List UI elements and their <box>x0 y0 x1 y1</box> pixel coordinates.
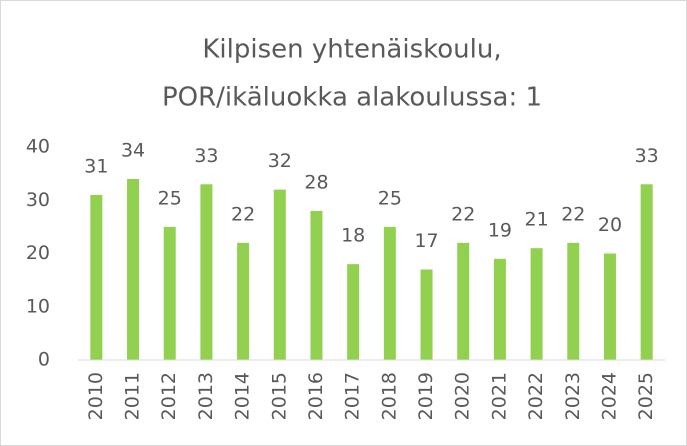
data-label: 22 <box>451 203 475 225</box>
bar <box>310 210 323 360</box>
y-tick-label: 30 <box>26 189 50 211</box>
data-label: 28 <box>304 171 328 193</box>
bar <box>383 226 396 360</box>
data-label: 20 <box>598 214 622 236</box>
x-tick-label: 2021 <box>488 372 510 420</box>
bar <box>567 242 580 360</box>
data-label: 31 <box>84 155 108 177</box>
bar <box>90 194 103 360</box>
bar <box>273 189 286 360</box>
data-label: 21 <box>525 209 549 231</box>
x-tick-label: 2010 <box>85 372 107 420</box>
data-label: 17 <box>414 230 438 252</box>
x-tick-label: 2013 <box>195 372 217 420</box>
data-label: 34 <box>121 139 145 161</box>
data-label: 25 <box>378 187 402 209</box>
y-tick-label: 40 <box>26 136 50 158</box>
chart-title: POR/ikäluokka alakoulussa: 1 <box>162 83 542 113</box>
bar <box>127 178 140 360</box>
x-tick-label: 2022 <box>525 372 547 420</box>
x-tick-label: 2020 <box>452 372 474 420</box>
y-tick-label: 0 <box>38 349 50 371</box>
data-label: 33 <box>194 145 218 167</box>
chart-title: Kilpisen yhtenäiskoulu, <box>202 35 501 65</box>
bar <box>493 258 506 360</box>
data-label: 33 <box>635 145 659 167</box>
bar <box>420 269 433 360</box>
data-label: 19 <box>488 219 512 241</box>
bar <box>457 242 470 360</box>
x-tick-label: 2014 <box>232 372 254 420</box>
data-label: 22 <box>561 203 585 225</box>
x-tick-label: 2015 <box>268 372 290 420</box>
bar <box>237 242 250 360</box>
bar <box>200 184 213 360</box>
x-tick-label: 2024 <box>598 372 620 420</box>
bar <box>347 264 360 360</box>
data-label: 32 <box>268 150 292 172</box>
x-tick-label: 2025 <box>635 372 657 420</box>
y-tick-label: 20 <box>26 242 50 264</box>
data-label: 18 <box>341 225 365 247</box>
x-tick-label: 2017 <box>342 372 364 420</box>
data-label: 22 <box>231 203 255 225</box>
x-tick-label: 2012 <box>158 372 180 420</box>
bar <box>530 248 543 360</box>
x-tick-label: 2011 <box>122 372 144 420</box>
y-tick-label: 10 <box>26 295 50 317</box>
bar <box>640 184 653 360</box>
x-tick-label: 2016 <box>305 372 327 420</box>
data-label: 25 <box>158 187 182 209</box>
x-tick-label: 2019 <box>415 372 437 420</box>
bar <box>163 226 176 360</box>
x-tick-label: 2018 <box>378 372 400 420</box>
bar <box>603 253 616 360</box>
x-tick-label: 2023 <box>562 372 584 420</box>
